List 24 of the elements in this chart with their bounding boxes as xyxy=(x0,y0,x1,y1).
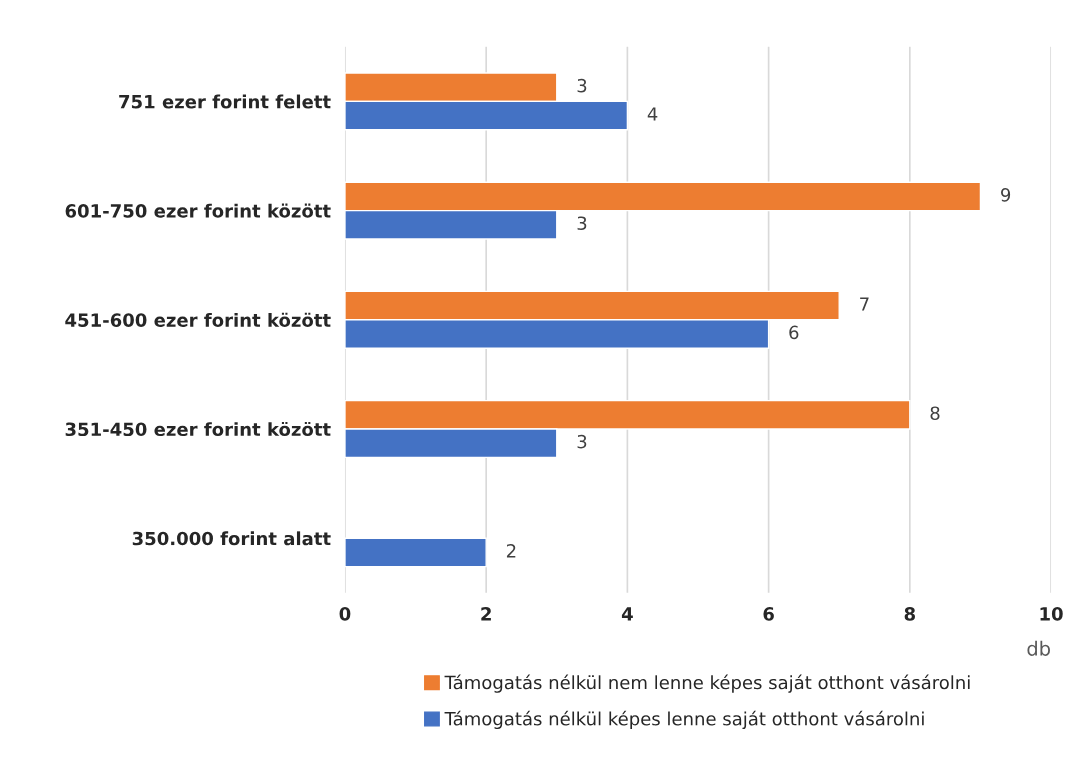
data-label: 3 xyxy=(577,78,587,93)
data-label: 4 xyxy=(647,107,658,121)
data-label: 2 xyxy=(506,543,516,558)
x-tick-label: 6 xyxy=(763,607,774,621)
y-tick-label: 350.000 forint alatt xyxy=(132,531,331,546)
legend-label: Támogatás nélkül nem lenne képes saját otthont vásárolni xyxy=(444,674,970,693)
bar xyxy=(344,537,487,568)
data-label: 9 xyxy=(1001,187,1011,202)
data-label: 6 xyxy=(789,325,799,340)
y-tick-label: 601-750 ezer forint között xyxy=(65,203,331,218)
x-tick-label: 0 xyxy=(339,607,351,621)
data-label: 3 xyxy=(577,434,587,449)
data-label: 3 xyxy=(577,216,587,231)
x-axis-title: db xyxy=(1027,640,1050,656)
x-tick-label: 4 xyxy=(621,607,633,621)
data-label: 7 xyxy=(860,297,869,311)
x-tick-label: 8 xyxy=(904,607,915,621)
x-tick-label: 10 xyxy=(1040,607,1063,621)
y-tick-label: 451-600 ezer forint között xyxy=(65,312,331,327)
y-tick-label: 351-450 ezer forint között xyxy=(65,421,331,437)
x-tick-label: 2 xyxy=(481,607,491,621)
data-label: 8 xyxy=(930,406,940,421)
y-tick-label: 751 ezer forint felett xyxy=(119,94,331,109)
legend-label: Támogatás nélkül képes lenne saját otthont vásárolni xyxy=(444,710,924,730)
